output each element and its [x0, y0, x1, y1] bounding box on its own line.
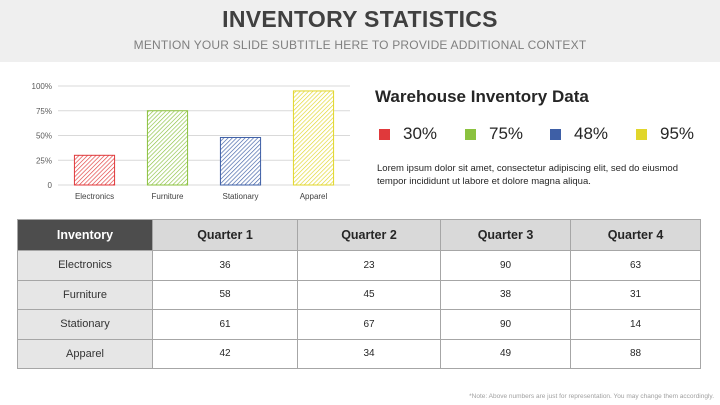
table-cell: 63 [570, 250, 701, 281]
table-cell: 45 [297, 279, 441, 310]
legend-item-stationary: 48% [550, 123, 608, 145]
legend-swatch [636, 128, 647, 140]
row-label: Electronics [17, 250, 153, 281]
column-header-q3: Quarter 3 [440, 219, 571, 251]
y-tick-label: 25% [36, 156, 52, 165]
table-cell: 31 [570, 279, 701, 310]
footnote: *Note: Above numbers are just for repres… [469, 393, 714, 400]
legend-item-electronics: 30% [379, 123, 437, 145]
legend-swatch [379, 128, 390, 140]
y-tick-label: 0 [48, 181, 53, 190]
x-tick-label: Electronics [75, 192, 114, 201]
legend-item-furniture: 75% [465, 123, 523, 145]
legend-value: 95% [660, 124, 695, 143]
bar-furniture [146, 110, 189, 186]
x-tick-label: Furniture [151, 192, 184, 201]
table-row: Apparel 42 34 49 88 [17, 338, 701, 369]
table-header-row: Inventory Quarter 1 Quarter 2 Quarter 3 … [17, 219, 701, 251]
table-row: Stationary 61 67 90 14 [17, 309, 701, 340]
page-subtitle: MENTION YOUR SLIDE SUBTITLE HERE TO PROV… [133, 38, 587, 52]
y-tick-label: 100% [32, 82, 52, 91]
legend-value: 75% [489, 124, 524, 143]
column-header-inventory: Inventory [17, 219, 153, 251]
legend-swatch [550, 128, 561, 140]
column-header-q4: Quarter 4 [570, 219, 701, 251]
inventory-table: Inventory Quarter 1 Quarter 2 Quarter 3 … [17, 219, 701, 369]
description-text: Lorem ipsum dolor sit amet, consectetur … [377, 163, 678, 187]
bar-stationary [219, 136, 262, 186]
y-tick-label: 75% [36, 107, 52, 116]
column-header-q2: Quarter 2 [297, 219, 441, 251]
legend-item-apparel: 95% [636, 123, 694, 145]
table-cell: 67 [297, 309, 441, 340]
row-label: Furniture [17, 279, 153, 310]
column-header-q1: Quarter 1 [152, 219, 298, 251]
table-cell: 23 [297, 250, 441, 281]
table-cell: 61 [152, 309, 298, 340]
table-row: Furniture 58 45 38 31 [17, 279, 701, 310]
table-cell: 49 [440, 338, 571, 369]
page-title: INVENTORY STATISTICS [222, 6, 498, 32]
legend: 30% 75% 48% 95% [379, 123, 709, 145]
x-tick-label: Apparel [300, 192, 328, 201]
table-cell: 58 [152, 279, 298, 310]
table-cell: 90 [440, 250, 571, 281]
legend-value: 48% [574, 124, 609, 143]
bar-electronics [73, 154, 116, 186]
legend-swatch [465, 128, 476, 140]
row-label: Apparel [17, 338, 153, 369]
x-tick-label: Stationary [222, 192, 258, 201]
bar-apparel [292, 90, 335, 186]
bar-chart: 0 25% 50% 75% 100% Electronics Furniture Statio… [32, 82, 350, 201]
table-cell: 42 [152, 338, 298, 369]
table-cell: 88 [570, 338, 701, 369]
table-cell: 36 [152, 250, 298, 281]
table-cell: 14 [570, 309, 701, 340]
header-band: INVENTORY STATISTICS MENTION YOUR SLIDE … [0, 0, 720, 62]
table-cell: 34 [297, 338, 441, 369]
legend-title: Warehouse Inventory Data [375, 87, 589, 106]
table-row: Electronics 36 23 90 63 [17, 250, 701, 281]
table-cell: 90 [440, 309, 571, 340]
row-label: Stationary [17, 309, 153, 340]
legend-value: 30% [403, 124, 438, 143]
y-tick-label: 50% [36, 132, 52, 141]
table-cell: 38 [440, 279, 571, 310]
